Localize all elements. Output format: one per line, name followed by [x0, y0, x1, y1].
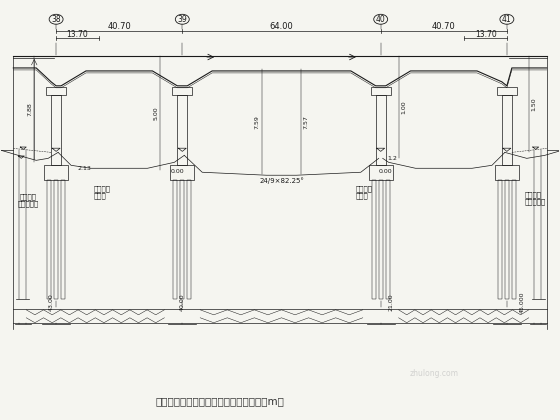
Text: 40: 40 — [376, 15, 386, 24]
Text: 43.00: 43.00 — [49, 294, 54, 311]
Bar — [61, 180, 65, 299]
Bar — [498, 180, 502, 299]
Bar — [371, 87, 391, 95]
Text: 0.00: 0.00 — [379, 169, 393, 174]
Bar — [372, 180, 376, 299]
Text: zhulong.com: zhulong.com — [410, 370, 459, 378]
Bar — [386, 180, 390, 299]
Text: 7.57: 7.57 — [304, 115, 309, 129]
Text: 特大桥连续梁平面图、纵断面图（单位：m）: 特大桥连续梁平面图、纵断面图（单位：m） — [156, 396, 284, 406]
Text: 24/9×82.25°: 24/9×82.25° — [259, 177, 304, 184]
Bar — [497, 87, 517, 95]
Text: 2.13: 2.13 — [77, 166, 91, 171]
Bar — [170, 165, 194, 180]
Bar — [46, 87, 66, 95]
Text: 7.59: 7.59 — [254, 115, 259, 129]
Bar — [187, 180, 192, 299]
Bar — [44, 165, 68, 180]
Bar — [54, 180, 58, 299]
Bar — [502, 95, 512, 165]
Text: 64.00: 64.00 — [269, 22, 293, 31]
Bar — [178, 95, 187, 165]
Text: 5.00: 5.00 — [154, 106, 159, 120]
Bar — [47, 180, 51, 299]
Text: 40.70: 40.70 — [108, 22, 131, 31]
Bar — [379, 180, 382, 299]
Text: 13.70: 13.70 — [475, 30, 497, 39]
Text: 41: 41 — [502, 15, 512, 24]
Text: 设计地面
开挖线: 设计地面 开挖线 — [356, 185, 373, 199]
Bar — [180, 180, 184, 299]
Text: 0.00: 0.00 — [170, 169, 184, 174]
Text: 21.00: 21.00 — [388, 294, 393, 311]
Text: 40.70: 40.70 — [432, 22, 456, 31]
Bar — [376, 95, 386, 165]
Text: 设计地面
开挖线: 设计地面 开挖线 — [94, 185, 111, 199]
Bar — [495, 165, 519, 180]
Text: 施工期间
地面处理线: 施工期间 地面处理线 — [525, 191, 546, 205]
Bar — [368, 165, 393, 180]
Bar — [172, 87, 192, 95]
Text: 施工期间
地面处理线: 施工期间 地面处理线 — [17, 193, 39, 207]
Text: 13.70: 13.70 — [67, 30, 88, 39]
Text: 7.88: 7.88 — [28, 102, 32, 116]
Bar — [505, 180, 509, 299]
Text: 40.00: 40.00 — [180, 294, 185, 311]
Text: 1.50: 1.50 — [531, 97, 536, 111]
Text: 1.2: 1.2 — [388, 156, 398, 161]
Text: 39: 39 — [178, 15, 187, 24]
Text: 45.000: 45.000 — [519, 291, 524, 313]
Bar — [174, 180, 178, 299]
Text: 1.00: 1.00 — [401, 100, 406, 114]
Bar — [512, 180, 516, 299]
Bar — [51, 95, 61, 165]
Text: 38: 38 — [52, 15, 61, 24]
